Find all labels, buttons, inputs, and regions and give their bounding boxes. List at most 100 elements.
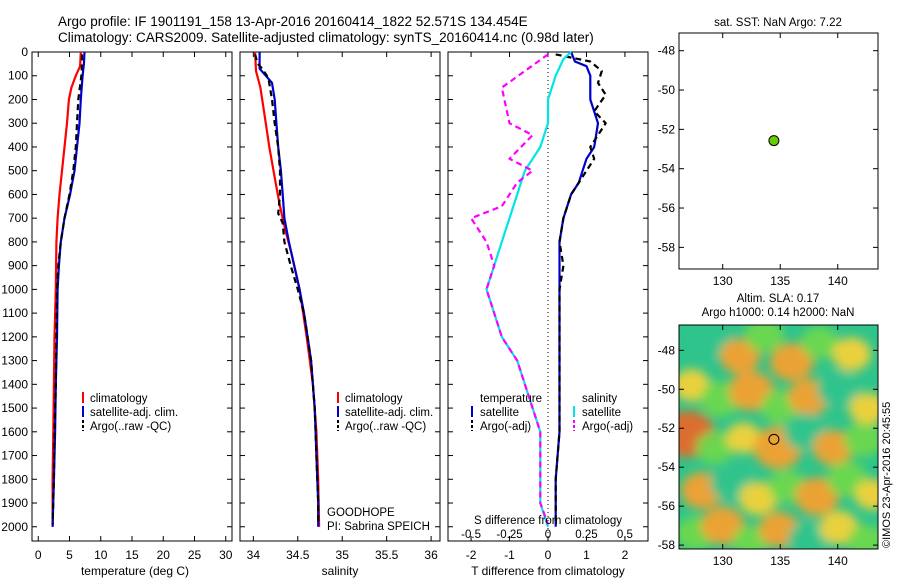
y-tick-label: 1700 — [1, 449, 28, 463]
y-tick-label: -56 — [658, 201, 676, 215]
temperature-series — [51, 51, 86, 527]
x-tick-label: 5 — [66, 548, 73, 562]
sla-anomaly-blob — [696, 431, 734, 464]
y-tick-label: -58 — [658, 240, 676, 254]
y-tick-label: 300 — [8, 116, 28, 130]
sla-anomaly-blob — [800, 326, 838, 359]
difference-ticks: -2 -1 0 1 2 -0.5 -0.25 0 0.25 0.5 — [448, 51, 648, 562]
legend-label-argo: Argo(..raw -QC) — [90, 421, 171, 433]
difference-profile-panel: -2 -1 0 1 2 -0.5 -0.25 0 0.25 0.5 S difference fr… — [447, 51, 649, 578]
x-tick-label: 0 — [545, 548, 552, 562]
y-tick-label: -48 — [658, 343, 676, 357]
salinity-xlabel: salinity — [322, 564, 359, 578]
legend-label-satellite: satellite-adj. clim. — [90, 407, 178, 419]
sst-map-ticks: 130 135 140 -48 -50 -52 -54 -56 -58 — [658, 33, 878, 288]
s-difference-xlabel: S difference from climatology — [474, 515, 622, 527]
sla-anomaly-blob — [700, 506, 745, 545]
y-tick-label: -50 — [658, 382, 676, 396]
legend-title-salinity: salinity — [582, 393, 617, 405]
salinity-axes-box — [239, 51, 441, 542]
salinity-series — [254, 51, 321, 527]
y-tick-label: 900 — [8, 259, 28, 273]
y-tick-label: -52 — [658, 122, 676, 136]
s-tick-label: -0.25 — [496, 529, 522, 541]
y-tick-label: 0 — [21, 45, 28, 59]
x-tick-label: 130 — [713, 554, 733, 568]
y-tick-label: 2000 — [1, 520, 28, 534]
sla-anomaly-blob — [744, 325, 784, 352]
sla-anomaly-blob — [769, 343, 814, 382]
sst-map-points — [768, 135, 780, 147]
y-tick-label: 1600 — [1, 425, 28, 439]
legend-label-t-satellite: satellite — [480, 407, 519, 419]
legend-label-s-argo: Argo(-adj) — [582, 421, 633, 433]
x-tick-label: 140 — [828, 274, 848, 288]
temperature-xlabel: temperature (deg C) — [81, 564, 189, 578]
x-tick-label: 35 — [336, 548, 350, 562]
y-tick-label: 200 — [8, 92, 28, 106]
sla-anomaly-blob — [816, 370, 859, 408]
s-tick-label: 0.25 — [575, 529, 597, 541]
y-tick-label: 400 — [8, 140, 28, 154]
y-tick-label: 1100 — [2, 306, 28, 320]
y-tick-label: 1000 — [1, 282, 28, 296]
legend-label-climatology: climatology — [345, 393, 403, 405]
sla-anomaly-blob — [795, 477, 839, 516]
argo-float-marker — [768, 135, 780, 147]
series-line-argo-raw-qc — [51, 54, 84, 525]
x-tick-label: -2 — [466, 548, 477, 562]
sst-map-panel: sat. SST: NaN Argo: 7.22 130 135 140 -48 -50… — [658, 17, 879, 288]
figure-title-line1: Argo profile: IF 1901191_158 13-Apr-2016… — [58, 14, 528, 29]
x-tick-label: 140 — [828, 554, 848, 568]
y-tick-label: 800 — [8, 235, 28, 249]
difference-series — [470, 51, 607, 528]
sla-anomaly-blob — [849, 392, 878, 425]
sst-map-title: sat. SST: NaN Argo: 7.22 — [714, 17, 842, 29]
sla-anomaly-blob — [738, 481, 778, 516]
y-tick-label: -58 — [658, 538, 676, 552]
series-line-climatology — [51, 51, 82, 527]
sla-map-panel: Altim. SLA: 0.17 Argo h1000: 0.14 h2000:… — [658, 293, 893, 568]
legend-label-s-satellite: satellite — [582, 407, 621, 419]
x-tick-label: 30 — [219, 548, 233, 562]
temperature-ticks: 0 5 10 15 20 25 300100200300400500600700800900… — [1, 45, 232, 562]
s-tick-label: 0 — [545, 529, 551, 541]
t-difference-xlabel: T difference from climatology — [471, 564, 625, 578]
pi-annotation: PI: Sabrina SPEICH — [327, 521, 430, 533]
x-tick-label: 10 — [94, 548, 108, 562]
difference-legend-temperature: temperature satellite Argo(-adj) — [471, 393, 542, 433]
series-line-salinity-argo-adj — [470, 53, 550, 525]
sla-anomaly-blob — [843, 423, 878, 457]
y-tick-label: 100 — [8, 69, 28, 83]
sla-map-points — [768, 433, 780, 445]
temperature-legend: climatology satellite-adj. clim. Argo(..… — [82, 392, 178, 433]
x-tick-label: 0 — [35, 548, 42, 562]
x-tick-label: 135 — [770, 554, 790, 568]
y-tick-label: 1400 — [1, 377, 28, 391]
argo-float-marker — [768, 433, 780, 445]
difference-legend-salinity: salinity satellite Argo(-adj) — [573, 393, 633, 433]
sla-map-axes-box — [678, 324, 879, 550]
salinity-profile-panel: 34 34.5 35 35.5 36 salinity climatology sate… — [239, 51, 441, 578]
series-line-temperature-argo-adj — [554, 53, 607, 525]
y-tick-label: 600 — [8, 187, 28, 201]
x-tick-label: 34 — [247, 548, 261, 562]
sla-anomaly-blob — [847, 525, 878, 549]
figure-title-line2: Climatology: CARS2009. Satellite-adjuste… — [58, 30, 594, 45]
y-tick-label: -54 — [658, 460, 676, 474]
y-tick-label: 1300 — [1, 354, 28, 368]
x-tick-label: 130 — [713, 274, 733, 288]
sla-anomaly-blob — [725, 422, 762, 454]
y-tick-label: 1200 — [1, 330, 28, 344]
sla-map-subtitle: Argo h1000: 0.14 h2000: NaN — [702, 307, 855, 319]
y-tick-label: 1500 — [1, 401, 28, 415]
imos-watermark: ©IMOS 23-Apr-2016 20:45:55 — [881, 402, 893, 548]
y-tick-label: 500 — [8, 164, 28, 178]
x-tick-label: 35.5 — [375, 548, 399, 562]
salinity-ticks: 34 34.5 35 35.5 36 — [240, 51, 440, 562]
sla-anomaly-blob — [812, 430, 854, 466]
x-tick-label: 1 — [583, 548, 590, 562]
y-tick-label: -54 — [658, 162, 676, 176]
y-tick-label: -50 — [658, 83, 676, 97]
series-line-argo-raw-qc — [254, 54, 320, 525]
